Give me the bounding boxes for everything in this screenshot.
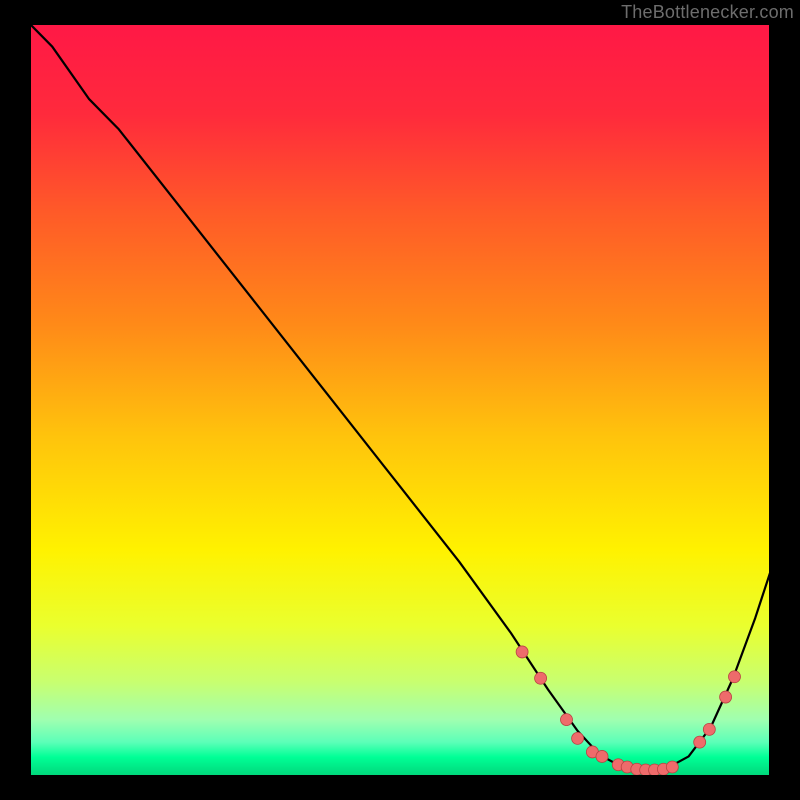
marker-point <box>720 691 732 703</box>
gradient-fill <box>30 24 770 776</box>
chart-root: TheBottlenecker.com <box>0 0 800 800</box>
chart-svg <box>0 0 800 800</box>
marker-point <box>572 732 584 744</box>
marker-point <box>535 672 547 684</box>
marker-point <box>596 750 608 762</box>
marker-point <box>728 671 740 683</box>
marker-point <box>561 714 573 726</box>
marker-point <box>516 646 528 658</box>
watermark-text: TheBottlenecker.com <box>621 2 794 23</box>
marker-point <box>666 761 678 773</box>
marker-point <box>694 736 706 748</box>
marker-point <box>703 723 715 735</box>
